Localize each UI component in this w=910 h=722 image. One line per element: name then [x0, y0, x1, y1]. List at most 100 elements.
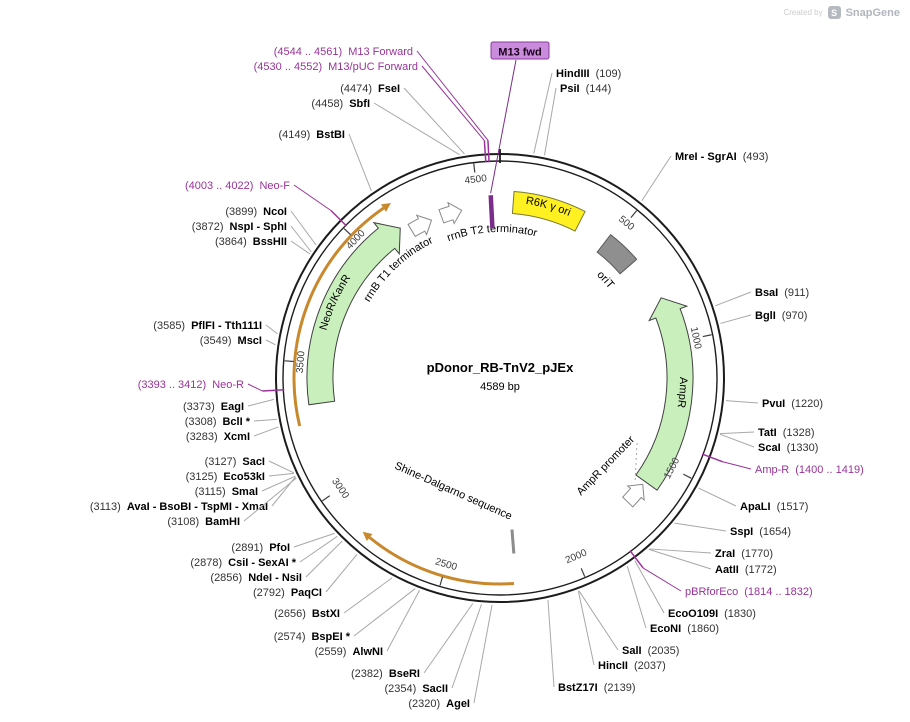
leader-ampr-promoter-dashed [634, 442, 638, 484]
site-label-bstz17i[interactable]: BstZ17I (2139) [558, 682, 636, 694]
site-label-alwni[interactable]: (2559) AlwNI [315, 646, 383, 658]
scale-tick-1000 [702, 334, 712, 338]
site-label-pbrforeco[interactable]: pBRforEco (1814 .. 1832) [685, 586, 813, 598]
feature-label-shine-dalgarno-sequence[interactable]: Shine-Dalgarno sequence [393, 460, 514, 523]
site-label-neo-r[interactable]: (3393 .. 3412) Neo-R [138, 379, 244, 391]
site-label-psii[interactable]: PsiI (144) [560, 83, 611, 95]
plasmid-length: 4589 bp [480, 381, 520, 393]
site-label-paqci[interactable]: (2792) PaqCI [253, 587, 322, 599]
site-label-pvui[interactable]: PvuI (1220) [762, 398, 823, 410]
site-label-bstxi[interactable]: (2656) BstXI [274, 608, 340, 620]
leader-bsai [715, 291, 752, 307]
feature-tn-upstream-region[interactable] [292, 206, 385, 427]
leader-sspi [674, 522, 727, 532]
site-label-bsai[interactable]: BsaI (911) [755, 287, 809, 299]
site-label-saci[interactable]: (3127) SacI [205, 456, 265, 468]
primer-tick-m13-puc-forward [483, 140, 487, 163]
site-label-fsei[interactable]: (4474) FseI [340, 83, 400, 95]
feature-tn-upstream-region-arrowhead [380, 203, 391, 212]
scale-tick-label-4500: 4500 [464, 173, 488, 187]
feature-tn-payload-region-arrowhead [362, 531, 373, 541]
scale-tick-label-3000: 3000 [329, 476, 351, 501]
primer-tick-amp-r [701, 453, 724, 463]
leader-hindiii [533, 72, 553, 154]
site-label-econi[interactable]: EcoNI (1860) [650, 623, 719, 635]
site-label-sacii[interactable]: (2354) SacII [385, 683, 448, 695]
feature-tn-payload-region[interactable] [368, 536, 515, 586]
feature-label-box-m13-fwd[interactable] [490, 41, 550, 60]
leader-neo-r [247, 383, 263, 392]
site-label-scai[interactable]: ScaI (1330) [758, 442, 818, 454]
feature-label-ampr-promoter[interactable]: AmpR promoter [575, 434, 638, 498]
scale-tick-label-500: 500 [616, 214, 636, 233]
site-label-bstbi[interactable]: (4149) BstBI [278, 129, 345, 141]
site-label-agei[interactable]: (2320) AgeI [408, 698, 470, 710]
feature-r6k-gamma-ori[interactable] [511, 190, 586, 232]
site-label-pfoi[interactable]: (2891) PfoI [231, 542, 290, 554]
site-label-m13-forward[interactable]: (4544 .. 4561) M13 Forward [274, 46, 413, 58]
primer-tick-m13-forward [487, 140, 490, 163]
watermark-created-by: Created by [783, 8, 823, 17]
feature-label-ampr[interactable]: AmpR [675, 377, 689, 409]
leader-saci [268, 460, 294, 474]
site-label-ecoo109i[interactable]: EcoO109I (1830) [668, 608, 756, 620]
feature-shine-dalgarno-sequence[interactable] [510, 529, 516, 554]
feature-label-m13-fwd[interactable]: M13 fwd [498, 47, 541, 59]
feature-rrnb-t2-terminator[interactable] [438, 201, 463, 225]
site-label-aatii[interactable]: AatII (1772) [715, 564, 777, 576]
leader-zrai [649, 548, 712, 554]
site-label-mrei-sgrai[interactable]: MreI - SgrAI (493) [675, 151, 768, 163]
feature-ampr-promoter[interactable] [621, 483, 645, 508]
feature-rrnb-t1-terminator[interactable] [407, 214, 433, 238]
site-label-msci[interactable]: (3549) MscI [200, 335, 262, 347]
site-label-sspi[interactable]: SspI (1654) [730, 526, 791, 538]
site-label-ncoi[interactable]: (3899) NcoI [225, 206, 287, 218]
feature-m13-fwd[interactable] [488, 195, 495, 229]
site-label-neo-f[interactable]: (4003 .. 4022) Neo-F [185, 180, 290, 192]
plasmid-backbone-inner [282, 160, 718, 596]
site-label-bsshii[interactable]: (3864) BssHII [215, 236, 287, 248]
site-label-ndei-nsii[interactable]: (2856) NdeI - NsiI [210, 572, 302, 584]
site-label-apali[interactable]: ApaLI (1517) [740, 501, 808, 513]
site-label-hincii[interactable]: HincII (2037) [598, 660, 666, 672]
site-label-bspei[interactable]: (2574) BspEI * [274, 631, 351, 643]
site-label-bamhi[interactable]: (3108) BamHI [167, 516, 240, 528]
leader-m13-forward [416, 50, 489, 141]
site-label-bcli[interactable]: (3308) BclI * [185, 416, 251, 428]
site-label-avai-bsobi-tspmi-xmai[interactable]: (3113) AvaI - BsoBI - TspMI - XmaI [90, 501, 268, 513]
leader-paqci [325, 554, 358, 593]
leader-bcli [253, 418, 277, 422]
scale-tick-3000 [321, 495, 331, 502]
site-label-csii-sexai[interactable]: (2878) CsiI - SexAI * [190, 557, 296, 569]
snapgene-watermark: Created by S SnapGene [783, 6, 900, 19]
site-label-amp-r[interactable]: Amp-R (1400 .. 1419) [755, 464, 864, 476]
leader-bspei [353, 588, 416, 637]
site-label-pflfi-tth111i[interactable]: (3585) PflFI - Tth111I [153, 320, 262, 332]
leader-csii-sexai [299, 535, 338, 563]
leader-mrei-sgrai [641, 155, 672, 202]
site-label-eagi[interactable]: (3373) EagI [183, 401, 244, 413]
leader-bgli [720, 314, 752, 324]
site-label-nspi-sphi[interactable]: (3872) NspI - SphI [192, 221, 287, 233]
snapgene-logo-icon: S [827, 6, 841, 19]
feature-neor-kanr[interactable] [306, 221, 401, 406]
site-label-zrai[interactable]: ZraI (1770) [715, 548, 773, 560]
site-label-sali[interactable]: SalI (2035) [622, 645, 679, 657]
site-label-sbfi[interactable]: (4458) SbfI [311, 98, 370, 110]
feature-ampr[interactable] [635, 297, 694, 491]
site-label-eco53ki[interactable]: (3125) Eco53kI [186, 471, 265, 483]
leader-eagi [247, 398, 275, 407]
plasmid-title: pDonor_RB-TnV2_pJEx [427, 360, 574, 375]
leader-pvui [725, 400, 759, 404]
leader-apali [698, 487, 737, 507]
feature-orit[interactable] [596, 234, 638, 275]
site-label-xcmi[interactable]: (3283) XcmI [186, 431, 250, 443]
site-label-bgli[interactable]: BglI (970) [755, 310, 807, 322]
site-label-m13-puc-forward[interactable]: (4530 .. 4552) M13/pUC Forward [254, 61, 418, 73]
leader-m13-puc-forward [421, 65, 485, 141]
feature-label-orit[interactable]: oriT [594, 269, 616, 291]
site-label-bseri[interactable]: (2382) BseRI [351, 668, 420, 680]
site-label-tati[interactable]: TatI (1328) [758, 427, 815, 439]
site-label-hindiii[interactable]: HindIII (109) [556, 68, 621, 80]
site-label-smai[interactable]: (3115) SmaI [195, 486, 258, 498]
